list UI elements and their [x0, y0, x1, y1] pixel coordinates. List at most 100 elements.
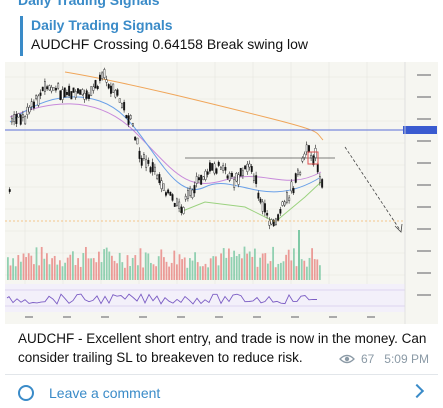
volume-bar [48, 264, 51, 280]
volume-bar [207, 267, 209, 280]
candle-body [151, 162, 154, 173]
candle-body [250, 166, 253, 172]
candle-body [316, 163, 319, 173]
volume-bar [82, 253, 85, 280]
volume-bar [264, 253, 267, 280]
candle-body [299, 172, 302, 175]
candle-body [281, 201, 284, 206]
volume-bar [95, 262, 98, 280]
volume-bar [194, 252, 196, 280]
candle-body [175, 198, 178, 206]
date-tick [101, 316, 109, 318]
candle-body [226, 175, 229, 179]
candle-body [169, 191, 172, 196]
candle-body [303, 153, 306, 158]
trading-chart [5, 62, 438, 324]
volume-bar [72, 251, 74, 280]
candle-body [76, 88, 79, 94]
volume-bar [46, 253, 48, 280]
candle-body [22, 114, 24, 118]
candle-body [259, 198, 262, 203]
volume-bar [22, 253, 25, 280]
price-tick [417, 294, 431, 296]
candle-body [35, 95, 38, 100]
candle-body [164, 192, 167, 196]
candle-body [270, 219, 273, 225]
candle-body [129, 115, 132, 120]
candle-body [66, 92, 68, 95]
candle-body [142, 153, 145, 160]
volume-bar [53, 255, 56, 280]
volume-bar [295, 266, 298, 280]
volume-bar [124, 267, 126, 280]
candle-body [79, 89, 82, 95]
candle-body [277, 214, 280, 222]
candle-body [286, 192, 288, 203]
candle-body [68, 85, 71, 96]
volume-bar [137, 265, 139, 280]
date-tick [25, 316, 33, 318]
candle-body [85, 90, 88, 99]
candle-body [224, 166, 227, 171]
candle-body [279, 209, 282, 214]
volume-bar [222, 248, 225, 280]
volume-bar [256, 266, 259, 280]
candle-body [81, 89, 84, 96]
candle-body [208, 162, 211, 172]
candle-body [275, 218, 277, 226]
volume-bar [287, 249, 290, 280]
reply-preview[interactable]: Daily Trading Signals AUDCHF Crossing 0.… [20, 16, 431, 56]
volume-bar [17, 255, 20, 280]
chart-image[interactable] [5, 62, 438, 324]
candle-body [123, 102, 126, 111]
candle-body [101, 72, 104, 80]
volume-bar [290, 260, 293, 280]
candle-body [268, 220, 271, 226]
candle-body [255, 175, 258, 184]
price-tick [417, 184, 431, 186]
candle-body [87, 94, 90, 99]
date-tick [291, 316, 299, 318]
volume-bar [108, 251, 111, 280]
candle-body [292, 187, 295, 194]
candle-body [92, 86, 95, 91]
volume-bar [12, 258, 14, 280]
volume-bar [202, 266, 204, 280]
volume-bar [165, 261, 168, 280]
candle-body [24, 116, 27, 125]
volume-bar [168, 266, 170, 280]
candle-body [252, 175, 255, 181]
candle-body [55, 87, 57, 91]
volume-bar [147, 253, 150, 280]
volume-bar [150, 262, 152, 280]
candle-body [248, 163, 251, 168]
volume-bar [74, 265, 77, 280]
candle-body [294, 173, 297, 183]
candle-body [94, 80, 97, 89]
volume-bar [61, 266, 64, 280]
candle-body [197, 177, 200, 181]
candle-body [305, 144, 308, 153]
candle-body [116, 89, 119, 96]
volume-bar [170, 262, 173, 280]
price-tick [417, 74, 431, 76]
candle-body [48, 85, 51, 91]
volume-bar [311, 248, 313, 280]
candle-body [261, 201, 264, 212]
volume-bar [38, 265, 40, 280]
volume-bar [7, 257, 9, 280]
price-tick [417, 250, 431, 252]
candle-body [140, 157, 143, 166]
candle-body [288, 197, 291, 202]
volume-bar [157, 256, 160, 280]
message-caption: AUDCHF - Excellent short entry, and trad… [18, 331, 427, 365]
volume-bar [282, 261, 285, 280]
volume-bar [113, 260, 116, 280]
candle-body [219, 166, 222, 170]
volume-bar [129, 266, 131, 280]
leave-comment-button[interactable]: Leave a comment [5, 378, 438, 408]
candle-body [195, 176, 198, 184]
volume-bar [116, 263, 118, 280]
candle-body [182, 207, 185, 214]
candle-body [158, 174, 161, 184]
